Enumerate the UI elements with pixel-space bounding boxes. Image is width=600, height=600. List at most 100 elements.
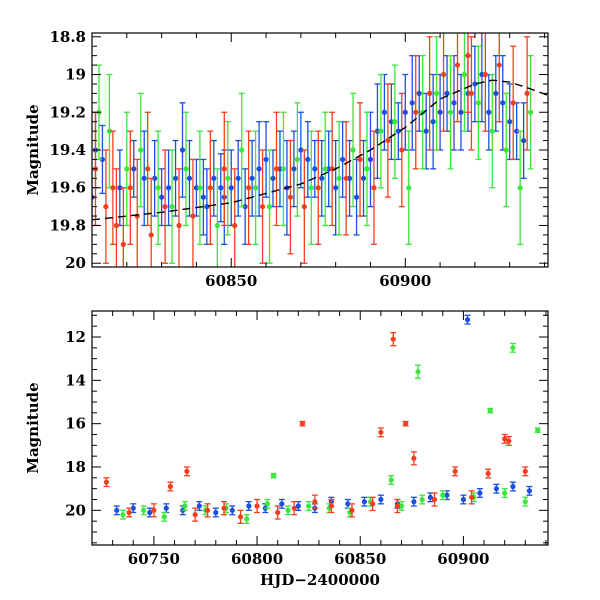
- green-point: [270, 473, 277, 479]
- red-point: [411, 455, 417, 461]
- blue-point: [477, 490, 483, 496]
- blue-point: [172, 175, 179, 181]
- red-point: [176, 222, 182, 229]
- red-point: [403, 421, 409, 427]
- blue-point: [298, 147, 304, 153]
- blue-point: [270, 175, 276, 181]
- blue-point: [235, 175, 241, 181]
- red-point: [192, 512, 198, 518]
- y-tick-label: 19.6: [49, 179, 86, 197]
- blue-point: [228, 185, 234, 191]
- x-tick-label: 60850: [205, 272, 257, 290]
- plot-area: [92, 33, 548, 267]
- model-curve: [92, 79, 548, 221]
- blue-point: [353, 194, 360, 200]
- blue-point: [319, 175, 325, 181]
- blue-point: [246, 503, 252, 509]
- red-point: [371, 185, 377, 191]
- x-tick-label: 60750: [128, 550, 180, 568]
- blue-point: [147, 509, 153, 516]
- red-point: [110, 185, 116, 191]
- green-point: [322, 166, 328, 172]
- green-point: [336, 175, 342, 181]
- green-point: [489, 128, 495, 134]
- red-point: [254, 503, 260, 509]
- red-point: [315, 185, 321, 191]
- blue-point: [345, 501, 351, 507]
- y-tick-label: 18: [65, 458, 86, 476]
- blue-point: [444, 492, 450, 498]
- green-point: [447, 109, 454, 115]
- blue-point: [218, 185, 224, 191]
- blue-point: [130, 505, 136, 511]
- green-point: [138, 147, 144, 153]
- green-point: [169, 204, 175, 210]
- red-point: [485, 470, 491, 477]
- green-point: [253, 185, 259, 191]
- blue-point: [291, 166, 297, 172]
- y-tick-label: 20: [65, 501, 86, 519]
- blue-point: [229, 507, 235, 513]
- red-point: [148, 232, 154, 238]
- red-point: [291, 505, 297, 511]
- green-point: [434, 90, 440, 96]
- blue-point: [427, 494, 433, 500]
- red-point: [343, 175, 349, 181]
- red-point: [524, 90, 530, 96]
- blue-point: [486, 109, 492, 115]
- green-point: [502, 490, 508, 496]
- blue-point: [179, 147, 186, 153]
- red-point: [496, 62, 502, 68]
- blue-point: [333, 185, 339, 191]
- blue-point: [114, 507, 120, 513]
- red-point: [167, 483, 174, 490]
- red-point: [440, 71, 447, 78]
- green-point: [197, 185, 203, 191]
- blue-point: [263, 156, 269, 163]
- blue-point: [152, 175, 158, 181]
- red-point: [120, 241, 126, 247]
- blue-point: [507, 119, 513, 125]
- blue-series: [113, 314, 533, 518]
- y-axis-title: Magnitude: [24, 382, 42, 473]
- red-point: [103, 204, 109, 210]
- red-point: [232, 222, 238, 229]
- green-point: [120, 512, 126, 518]
- green-point: [264, 501, 270, 507]
- red-point: [510, 100, 516, 106]
- red-point: [506, 438, 512, 444]
- blue-point: [159, 194, 165, 200]
- blue-point: [500, 100, 506, 106]
- blue-point: [444, 90, 450, 96]
- blue-point: [249, 175, 255, 181]
- red-series: [92, 33, 531, 267]
- green-point: [306, 503, 312, 509]
- green-point: [406, 185, 412, 191]
- y-tick-label: 18.8: [49, 28, 86, 46]
- red-point: [275, 509, 281, 516]
- green-point: [239, 147, 245, 153]
- blue-point: [295, 503, 301, 509]
- green-point: [364, 166, 370, 172]
- red-point: [468, 90, 475, 96]
- green-point: [475, 100, 481, 106]
- y-tick-label: 16: [65, 415, 86, 433]
- blue-point: [360, 175, 367, 181]
- green-point: [388, 477, 394, 483]
- green-point: [398, 503, 405, 509]
- blue-point: [430, 119, 436, 125]
- blue-point: [165, 185, 172, 191]
- red-point: [127, 185, 133, 191]
- blue-point: [402, 109, 408, 115]
- blue-point: [312, 166, 318, 172]
- y-tick-label: 20: [65, 254, 86, 272]
- red-point: [394, 503, 400, 509]
- blue-point: [458, 109, 464, 115]
- red-point: [349, 507, 355, 513]
- blue-point: [256, 166, 262, 172]
- red-point: [207, 185, 213, 191]
- green-point: [487, 408, 493, 414]
- y-axis-title: Magnitude: [24, 104, 42, 195]
- blue-point: [409, 100, 415, 106]
- green-point: [124, 166, 130, 172]
